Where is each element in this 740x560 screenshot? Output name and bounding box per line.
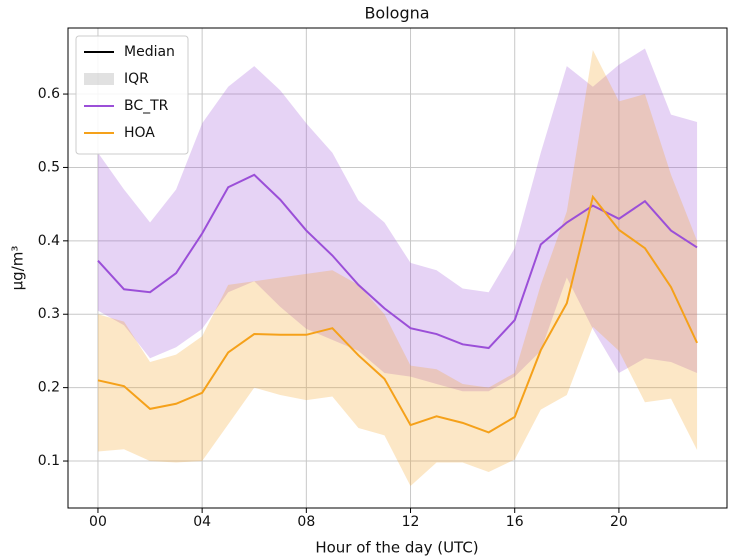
- plot-frame: [67, 27, 728, 509]
- legend-swatch: [84, 73, 114, 85]
- x-tick-label: 20: [610, 514, 628, 530]
- legend-box: [75, 35, 189, 155]
- y-tick-label: 0.5: [38, 159, 60, 175]
- x-axis-title: Hour of the day (UTC): [315, 539, 478, 557]
- x-tick-label: 16: [506, 514, 524, 530]
- legend-label: BC_TR: [124, 98, 169, 114]
- legend-label: IQR: [124, 71, 149, 87]
- y-axis-title: µg/m³: [9, 246, 27, 291]
- y-tick-label: 0.6: [38, 86, 60, 102]
- chart-title: Bologna: [364, 4, 429, 23]
- iqr-band: [97, 50, 698, 486]
- legend-label: HOA: [124, 125, 155, 141]
- iqr-band: [97, 48, 698, 392]
- x-tick-label: 04: [193, 514, 211, 530]
- x-tick-label: 08: [297, 514, 315, 530]
- y-tick-label: 0.4: [38, 233, 60, 249]
- legend: Median IQR BC_TR HOA: [75, 35, 189, 155]
- x-tick-label: 12: [402, 514, 420, 530]
- median-line: [97, 173, 698, 350]
- y-tick-label: 0.1: [38, 453, 60, 469]
- y-tick-label: 0.2: [38, 380, 60, 396]
- x-tick-label: 00: [89, 514, 107, 530]
- legend-label: Median: [124, 44, 175, 60]
- y-tick-label: 0.3: [38, 306, 60, 322]
- median-line: [97, 194, 698, 434]
